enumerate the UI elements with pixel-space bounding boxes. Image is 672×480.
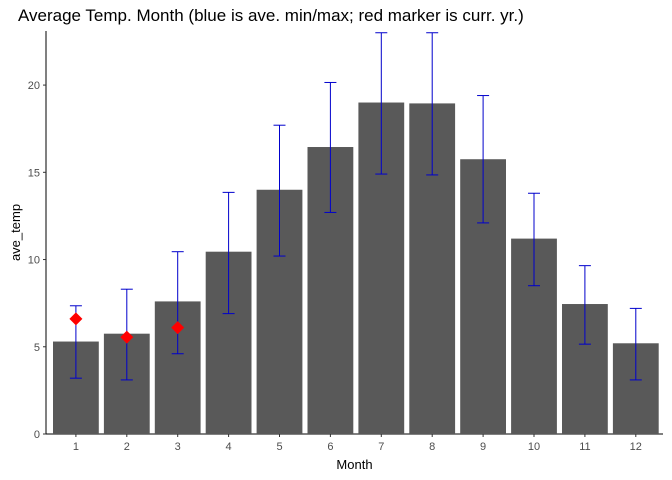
y-tick-label: 15 [28,167,40,179]
x-tick-label: 7 [378,441,384,453]
error-bar-month-7 [375,32,388,175]
y-tick-label: 10 [28,255,40,267]
y-tick-label: 5 [34,342,40,354]
x-axis-title: Month [336,457,372,472]
current-year-marker-month-2 [120,330,134,344]
error-bar-month-4 [222,191,235,315]
x-tick-label: 11 [579,441,590,453]
y-tick-label: 0 [34,429,40,441]
error-bar-month-8 [426,32,439,176]
error-bar-month-12 [629,307,642,381]
y-tick-label: 20 [28,80,40,92]
x-tick-label: 10 [528,441,540,453]
current-year-marker-month-3 [171,321,185,335]
x-tick-label: 2 [124,441,130,453]
y-axis-title: ave_temp [8,204,23,261]
error-bar-month-10 [528,192,540,287]
x-tick-label: 6 [327,441,333,453]
current-year-markers [69,312,185,344]
chart-title: Average Temp. Month (blue is ave. min/ma… [18,6,524,25]
x-tick-label: 12 [630,441,642,453]
error-bar-month-11 [578,265,591,345]
error-bar-month-6 [324,81,337,213]
x-tick-label: 4 [226,441,232,453]
x-tick-label: 8 [429,441,435,453]
error-bar-month-9 [477,95,490,224]
error-bar-month-3 [171,251,184,355]
x-tick-label: 9 [480,441,486,453]
error-bar-month-5 [273,124,286,257]
x-tick-label: 1 [73,441,79,453]
current-year-marker-month-1 [69,312,83,326]
bars [53,102,659,435]
x-tick-label: 3 [175,441,181,453]
x-tick-label: 5 [276,441,282,453]
